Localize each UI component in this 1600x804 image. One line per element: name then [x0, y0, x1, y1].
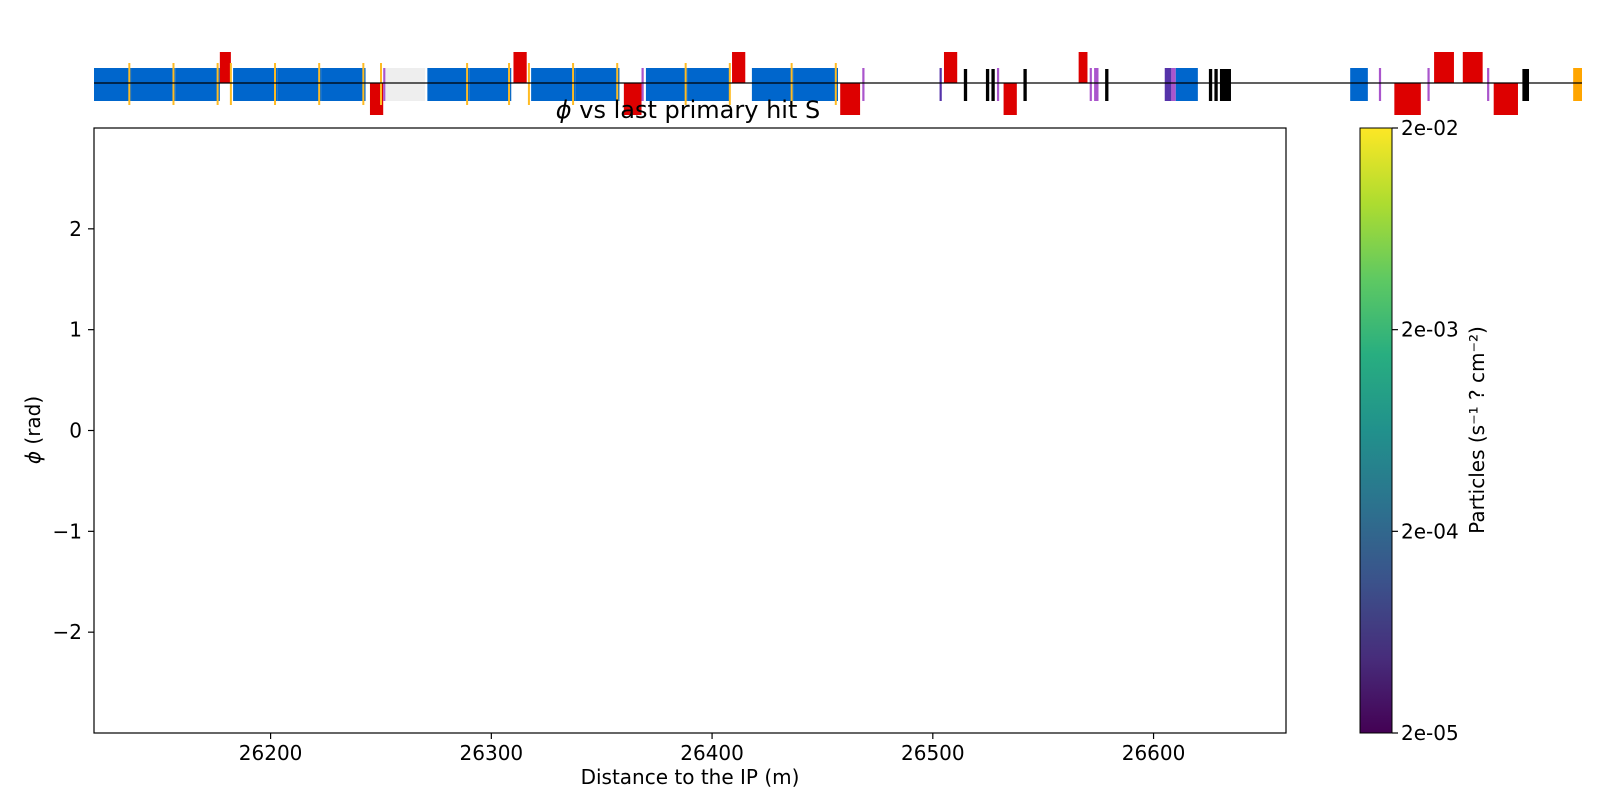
beamline-dipole: [131, 68, 176, 101]
beamline-drift_chamber: [385, 68, 426, 101]
beamline-dipole: [233, 68, 278, 101]
beamline-quadrupole: [1078, 52, 1088, 83]
y-tick-label: −2: [53, 620, 82, 644]
beamline-layout-strip: [94, 52, 1582, 115]
beamline-sextupole: [862, 68, 865, 101]
beamline-quadrupole: [943, 52, 958, 83]
beamline-dipole: [94, 68, 132, 101]
y-tick-label: 2: [69, 217, 82, 241]
beamline-quadrupole: [219, 52, 231, 83]
y-tick-label: −1: [53, 519, 82, 543]
beamline-corrector: [216, 63, 219, 105]
chart-title: ϕ vs last primary hit S: [556, 96, 820, 124]
beamline-dipole: [1175, 68, 1198, 101]
beamline-corrector: [172, 63, 175, 105]
beamline-corrector: [318, 63, 321, 105]
beamline-quadrupole: [513, 52, 527, 83]
y-axis-label: ϕ (rad): [21, 396, 45, 464]
x-axis-ticks: 26200 26300 26400 26500 26600: [239, 733, 1186, 765]
beamline-corrector: [508, 63, 511, 105]
x-tick-label: 26600: [1122, 741, 1186, 765]
x-tick-label: 26500: [901, 741, 965, 765]
beamline-sextupole: [641, 68, 644, 101]
beamline-collimator: [1105, 69, 1109, 101]
beamline-sextupole: [1378, 68, 1382, 101]
beamline-sextupole: [996, 68, 1000, 101]
colorbar-ticks: 2e-02 2e-03 2e-04 2e-05: [1392, 116, 1459, 745]
beamline-collimator: [985, 69, 990, 101]
beamline-quadrupole: [1493, 83, 1518, 115]
beamline-dipole: [645, 68, 688, 101]
colorbar-tick-label: 2e-05: [1401, 721, 1459, 745]
colorbar-tick-label: 2e-04: [1401, 519, 1459, 543]
x-tick-label: 26300: [460, 741, 524, 765]
beamline-octupole: [939, 68, 942, 101]
beamline-dipole: [575, 68, 620, 101]
beamline-sextupole: [1487, 68, 1490, 101]
beamline-corrector: [229, 63, 232, 105]
beamline-dipole: [687, 68, 730, 101]
y-axis-ticks: 2 1 0 −1 −2: [53, 217, 94, 644]
beamline-corrector: [790, 63, 793, 105]
beamline-dipole: [531, 68, 576, 101]
beamline-sextupole: [383, 68, 386, 101]
beamline-quadrupole: [369, 83, 384, 115]
beamline-corrector: [527, 63, 530, 105]
beamline-sextupole: [1171, 68, 1176, 101]
beamline-other: [1573, 68, 1582, 101]
beamline-sextupole: [1089, 68, 1092, 101]
beamline-collimator: [991, 69, 995, 101]
beamline-quadrupole: [1434, 52, 1454, 83]
colorbar-label: Particles (s⁻¹ ? cm⁻²): [1465, 326, 1489, 534]
beamline-corrector: [380, 63, 383, 105]
beamline-quadrupole: [732, 52, 746, 83]
beamline-sextupole: [1427, 68, 1430, 101]
beamline-quadrupole: [623, 83, 642, 115]
beamline-sextupole: [1094, 68, 1099, 101]
beamline-collimator: [1219, 69, 1231, 101]
beamline-dipole: [793, 68, 838, 101]
beamline-corrector: [274, 63, 277, 105]
beamline-collimator: [963, 69, 968, 101]
x-tick-label: 26400: [680, 741, 744, 765]
beamline-corrector: [128, 63, 131, 105]
y-tick-label: 0: [69, 419, 82, 443]
beamline-dipole: [469, 68, 512, 101]
x-tick-label: 26200: [239, 741, 303, 765]
beamline-collimator: [1214, 69, 1218, 101]
beamline-octupole: [1164, 68, 1172, 101]
beamline-corrector: [572, 63, 575, 105]
plot-area: [93, 127, 1287, 734]
beamline-collimator: [1522, 69, 1530, 101]
beamline-corrector: [684, 63, 687, 105]
beamline-quadrupole: [1394, 83, 1421, 115]
beamline-dipole: [427, 68, 470, 101]
beamline-collimator: [1023, 69, 1027, 101]
colorbar: [1359, 127, 1393, 734]
colorbar-gradient: [1359, 127, 1393, 734]
beamline-corrector: [362, 63, 365, 105]
beamline-corrector: [466, 63, 469, 105]
colorbar-tick-label: 2e-02: [1401, 116, 1459, 140]
beamline-dipole: [321, 68, 366, 101]
beamline-corrector: [728, 63, 731, 105]
beamline-quadrupole: [840, 83, 861, 115]
beamline-dipole: [751, 68, 794, 101]
beamline-dipole: [175, 68, 220, 101]
x-axis-label: Distance to the IP (m): [581, 765, 800, 789]
beamline-dipole: [277, 68, 322, 101]
beamline-quadrupole: [1003, 83, 1017, 115]
colorbar-tick-label: 2e-03: [1401, 318, 1459, 342]
beamline-dipole: [1350, 68, 1368, 101]
beamline-corrector: [616, 63, 619, 105]
y-tick-label: 1: [69, 318, 82, 342]
plot-frame: [93, 127, 1287, 734]
beamline-collimator: [1208, 69, 1213, 101]
beamline-corrector: [834, 63, 837, 105]
beamline-quadrupole: [1462, 52, 1483, 83]
